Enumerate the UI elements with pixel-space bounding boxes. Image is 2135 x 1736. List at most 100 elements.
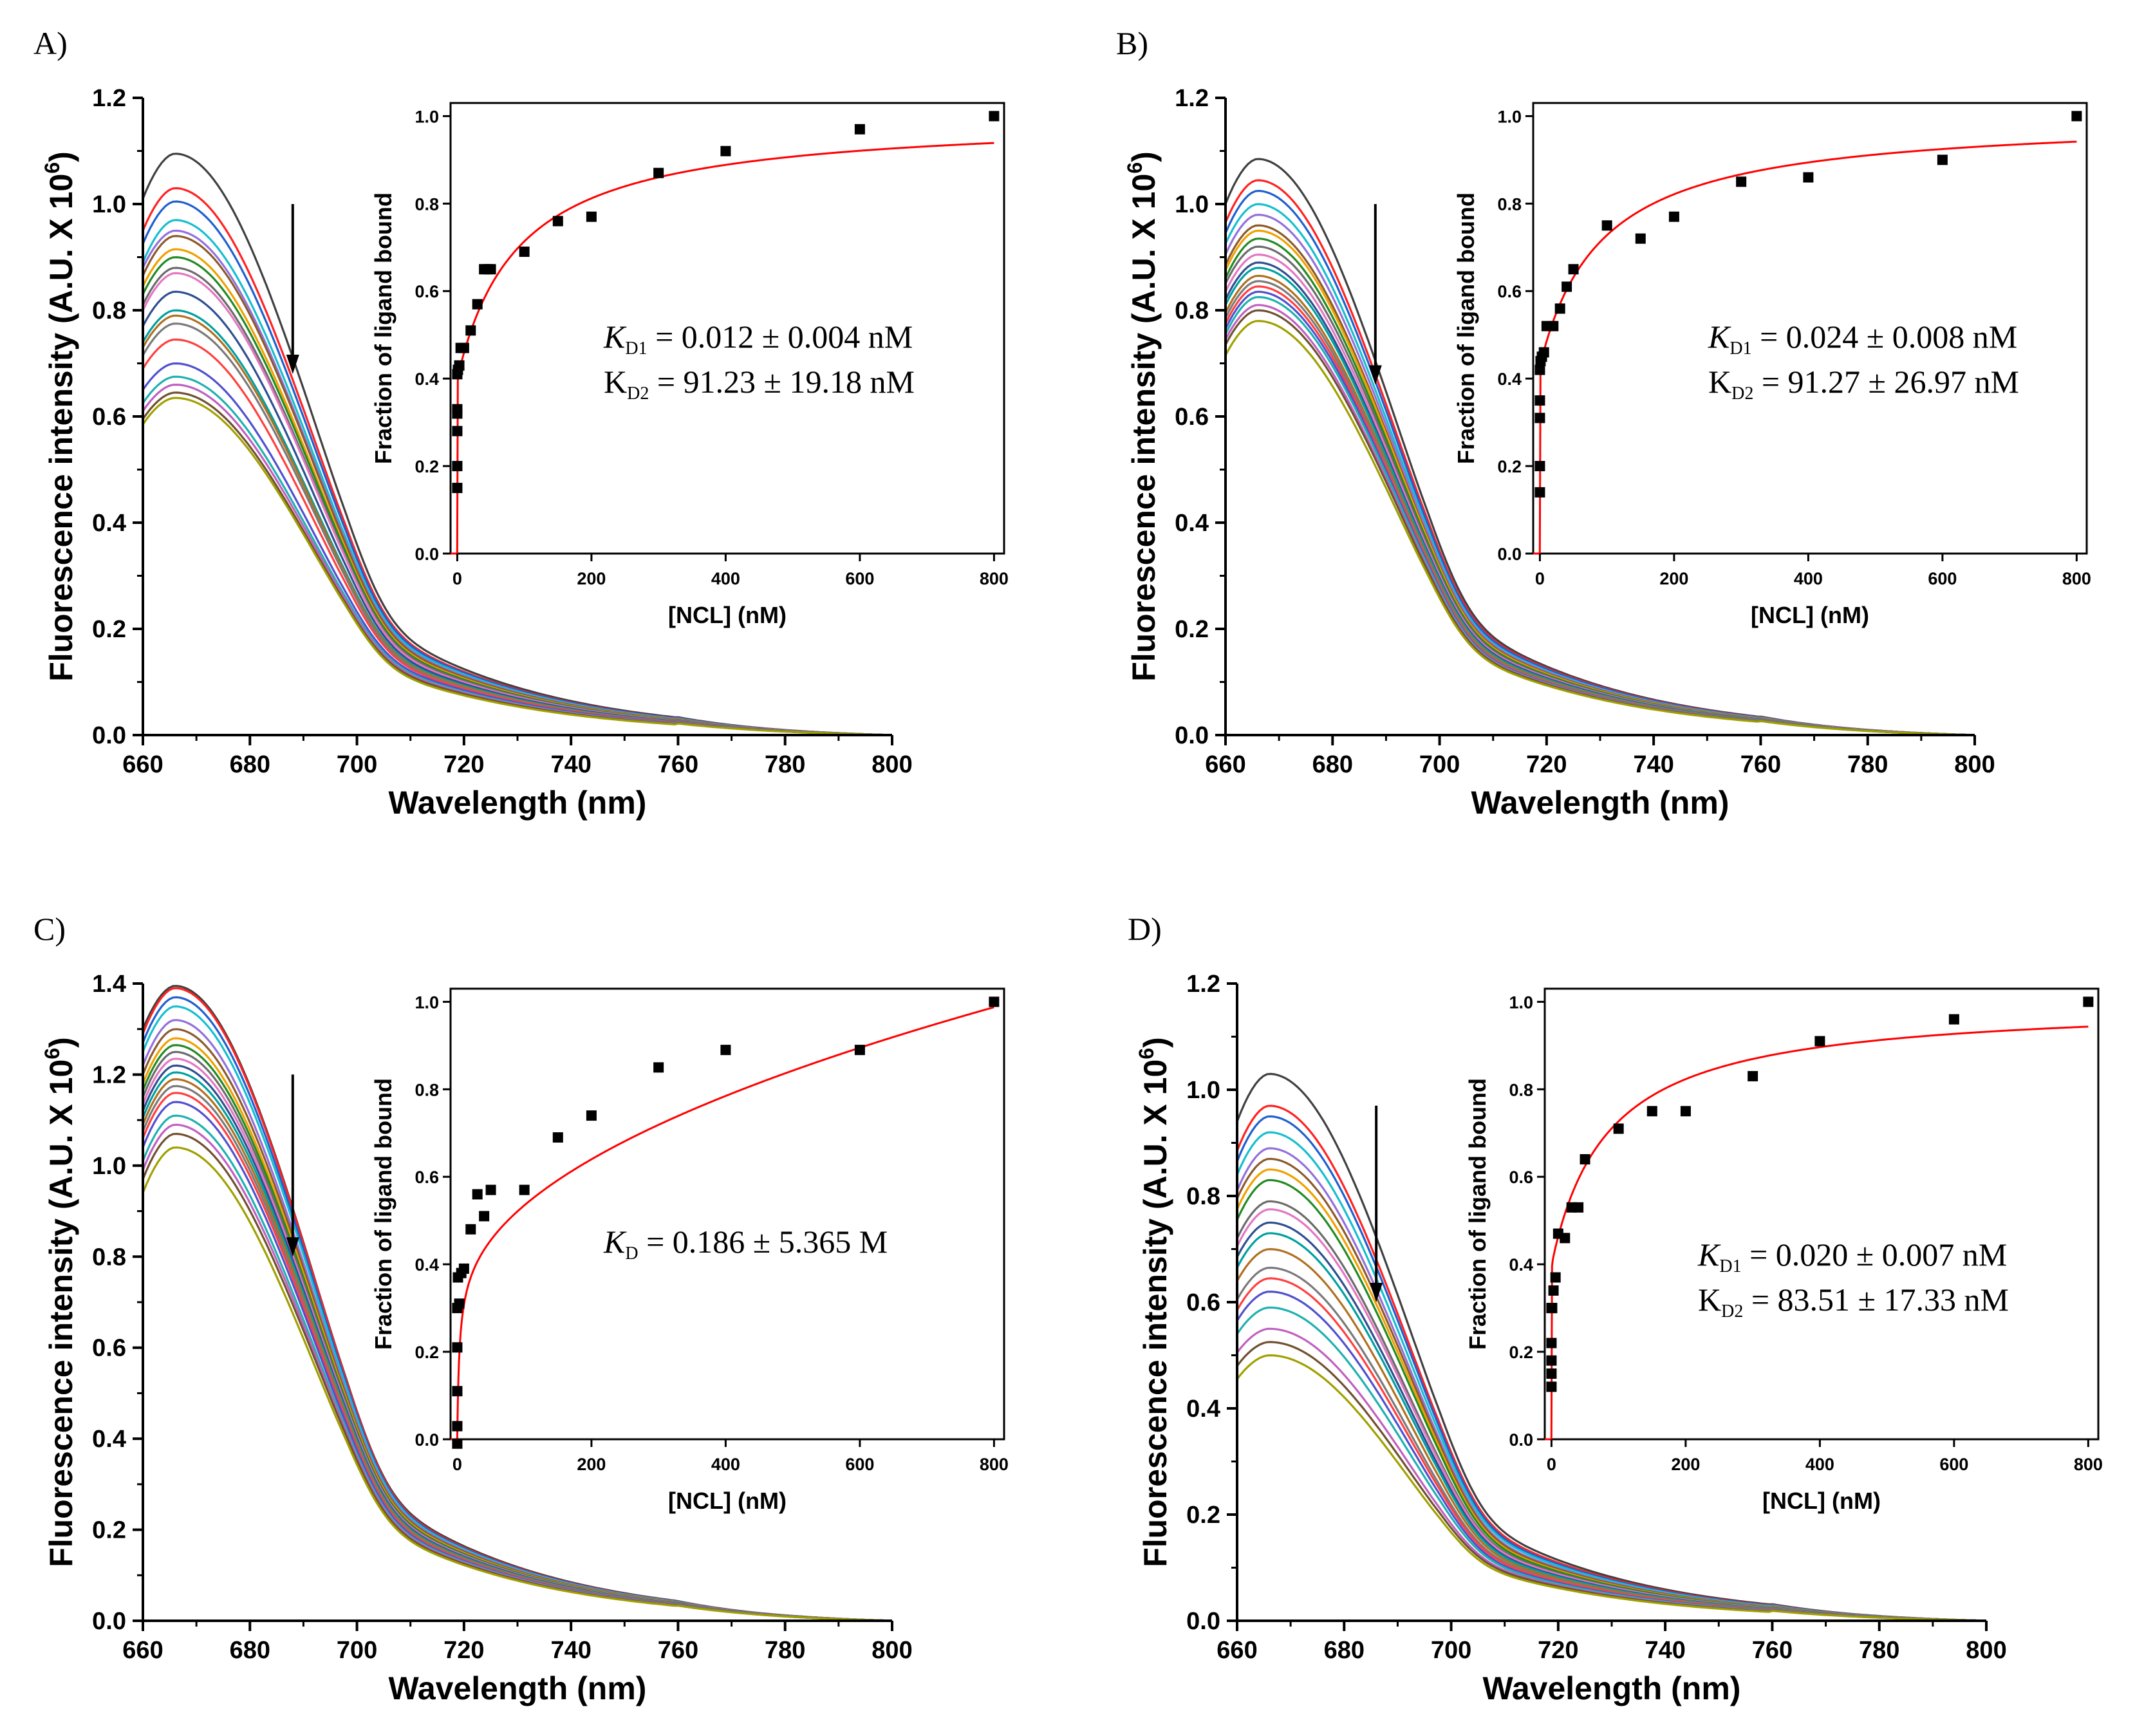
- x-tick-label: 740: [550, 1637, 591, 1664]
- y-axis-title-base: Fluorescence intensity (A.U. X 10: [43, 174, 79, 682]
- data-point: [854, 1045, 865, 1056]
- y-tick-label: 0.6: [1186, 1289, 1220, 1316]
- kd-value: = 0.186 ± 5.365 M: [639, 1224, 888, 1260]
- data-point: [452, 461, 463, 472]
- data-point: [2071, 111, 2082, 122]
- inset-y-tick-label: 0.4: [1509, 1255, 1533, 1274]
- spectra-group: [142, 153, 889, 736]
- y-tick-label: 0.0: [92, 1608, 126, 1635]
- data-point: [1548, 1285, 1559, 1296]
- inset-y-axis-title: Fraction of ligand bound: [370, 192, 396, 464]
- x-tick-label: 680: [1312, 751, 1353, 778]
- kd-subscript: D1: [1729, 339, 1751, 359]
- inset-y-tick-label: 0.8: [1509, 1080, 1533, 1099]
- inset-y-tick-label: 1.0: [1509, 993, 1533, 1012]
- x-tick-label: 680: [230, 751, 270, 778]
- inset-x-axis-title: [NCL] (nM): [1751, 602, 1869, 628]
- y-tick-label: 1.2: [1175, 85, 1209, 112]
- y-axis-title-base: Fluorescence intensity (A.U. X 10: [1126, 174, 1162, 682]
- inset-y-tick-label: 0.8: [415, 1080, 439, 1099]
- x-tick-label: 780: [1859, 1637, 1899, 1664]
- y-tick-label: 0.2: [92, 616, 126, 643]
- x-tick-label: 800: [1954, 751, 1995, 778]
- y-tick-label: 0.2: [1175, 616, 1209, 643]
- inset-y-axis-title: Fraction of ligand bound: [370, 1078, 396, 1350]
- kd-symbol: K: [603, 319, 627, 355]
- data-point: [1546, 1368, 1557, 1379]
- data-point: [1568, 264, 1579, 275]
- inset-x-tick-label: 400: [711, 569, 740, 588]
- kd-symbol: K: [1697, 1237, 1721, 1273]
- x-axis-title: Wavelength (nm): [389, 785, 647, 821]
- y-tick-label: 1.2: [92, 85, 126, 112]
- data-point: [1546, 1381, 1557, 1392]
- spectrum-line: [142, 1146, 889, 1622]
- x-tick-label: 800: [872, 1637, 912, 1664]
- kd-value: = 0.020 ± 0.007 nM: [1742, 1237, 2008, 1273]
- data-point: [1646, 1106, 1657, 1117]
- inset-y-tick-label: 1.0: [415, 107, 439, 126]
- inset-y-axis-title: Fraction of ligand bound: [1464, 1078, 1491, 1350]
- y-axis-title: Fluorescence intensity (A.U. X 106): [1135, 1037, 1173, 1567]
- data-point: [586, 1110, 597, 1121]
- inset-x-tick-label: 200: [1671, 1455, 1700, 1474]
- kd-value: = 91.27 ± 26.97 nM: [1753, 364, 2019, 400]
- x-tick-label: 740: [550, 751, 591, 778]
- kd-annotation: KD = 0.186 ± 5.365 M: [603, 1224, 888, 1264]
- kd-annotation: KD2 = 91.27 ± 26.97 nM: [1708, 364, 2019, 404]
- x-tick-label: 760: [658, 751, 698, 778]
- x-axis-title: Wavelength (nm): [1483, 1670, 1741, 1706]
- x-tick-label: 740: [1633, 751, 1674, 778]
- data-point: [653, 1062, 664, 1073]
- y-axis-title-close: ): [1126, 151, 1162, 162]
- spectrum-line: [1236, 1354, 1983, 1622]
- x-tick-label: 780: [765, 1637, 805, 1664]
- data-point: [1534, 364, 1545, 375]
- inset-x-tick-label: 200: [577, 1455, 606, 1474]
- data-point: [1534, 413, 1545, 424]
- kd-annotation: KD1 = 0.024 ± 0.008 nM: [1708, 319, 2017, 359]
- inset-x-tick-label: 0: [1535, 569, 1545, 588]
- data-point: [2083, 996, 2094, 1007]
- inset-x-tick-label: 600: [845, 1455, 874, 1474]
- data-point: [989, 996, 1000, 1007]
- inset-y-tick-label: 1.0: [1497, 107, 1522, 126]
- y-tick-label: 0.4: [1175, 510, 1209, 537]
- y-tick-label: 0.4: [92, 510, 126, 537]
- panel-d: D) 660 680 700 720 740 760 780 800 0.0 0.2 0.4 0.6 0.…: [1128, 911, 2103, 1706]
- inset-x-axis-title: [NCL] (nM): [668, 602, 787, 628]
- data-point: [472, 1189, 483, 1200]
- y-tick-label: 0.6: [92, 1335, 126, 1362]
- x-tick-label: 780: [765, 751, 805, 778]
- data-point: [458, 342, 469, 353]
- data-point: [1937, 154, 1948, 165]
- inset-x-tick-label: 400: [1794, 569, 1823, 588]
- panel-b: B) 660 680 700 720 740 760 780 800 0.0 0.2 0.4 0.6 0.…: [1116, 25, 2091, 821]
- data-point: [989, 111, 1000, 122]
- x-tick-label: 800: [872, 751, 912, 778]
- inset-x-tick-label: 800: [2062, 569, 2091, 588]
- data-point: [472, 299, 483, 310]
- x-tick-label: 660: [1217, 1637, 1257, 1664]
- data-point: [1580, 1154, 1590, 1165]
- y-tick-label: 0.6: [1175, 404, 1209, 431]
- panel-a: A) 660 680 700 720 740 760 780 800 0.0 0.2 0.4 0.6 0.…: [33, 25, 1009, 821]
- data-point: [1613, 1123, 1624, 1134]
- trend-arrow-head: [286, 355, 299, 374]
- kd-value: = 83.51 ± 17.33 nM: [1743, 1282, 2009, 1318]
- spectrum-line: [1224, 319, 1972, 736]
- data-point: [1538, 347, 1549, 358]
- data-point: [1668, 211, 1679, 222]
- spectrum-line: [142, 397, 889, 736]
- data-point: [552, 1132, 563, 1143]
- data-point: [454, 360, 465, 371]
- fit-curve: [451, 1006, 994, 1441]
- data-point: [1560, 1233, 1571, 1244]
- inset-x-tick-label: 600: [1928, 569, 1957, 588]
- data-point: [854, 124, 865, 135]
- y-tick-label: 0.4: [92, 1426, 126, 1453]
- kd-symbol: K: [1698, 1282, 1721, 1318]
- y-tick-label: 0.6: [92, 404, 126, 431]
- kd-annotation: KD2 = 83.51 ± 17.33 nM: [1698, 1282, 2009, 1321]
